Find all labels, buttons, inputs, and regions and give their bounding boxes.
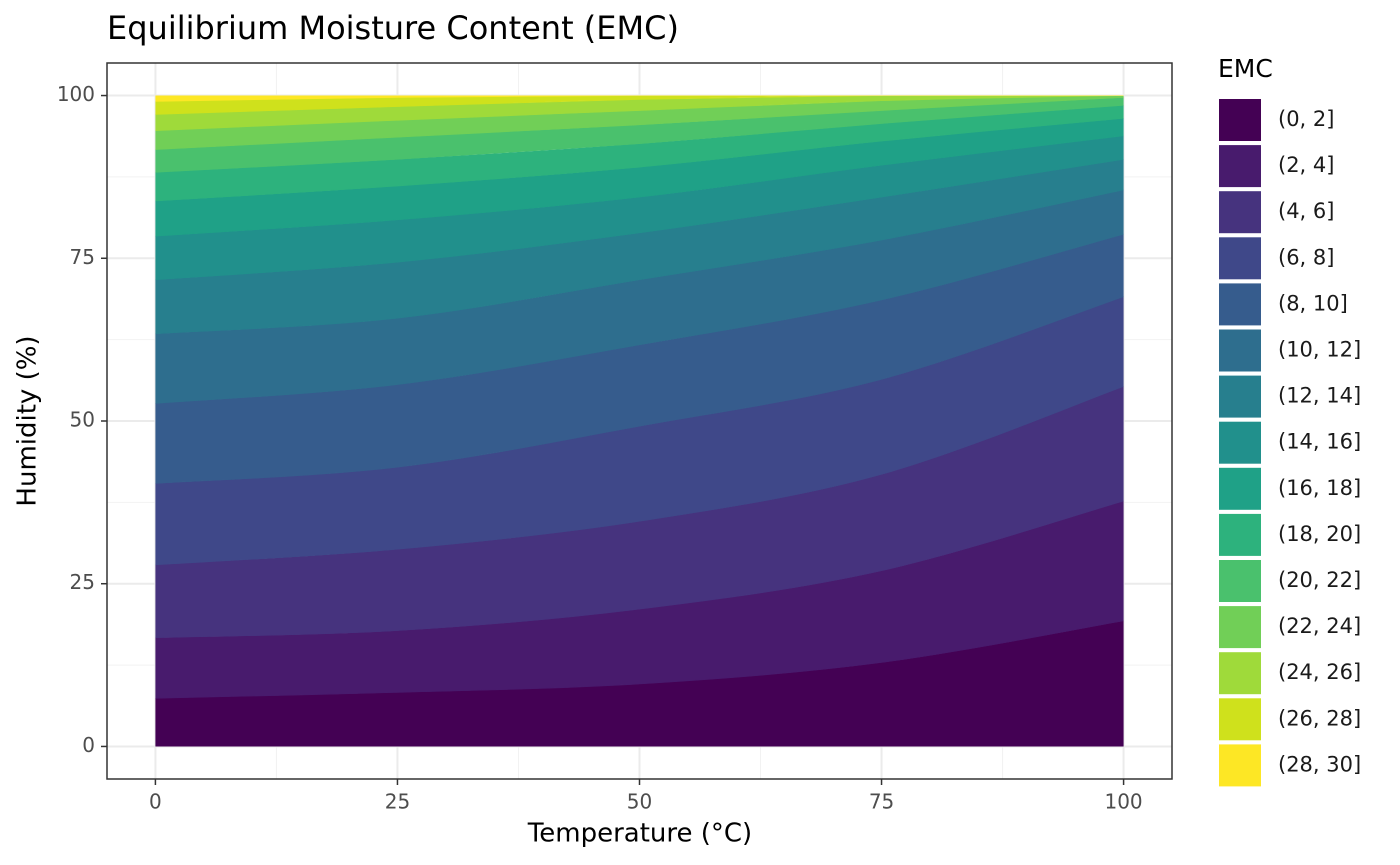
x-tick-label: 25: [385, 790, 410, 814]
y-tick-label: 25: [70, 570, 95, 594]
x-tick-label: 0: [149, 790, 162, 814]
y-tick-label: 100: [57, 82, 95, 106]
x-tick-label: 50: [627, 790, 652, 814]
legend-key: [1219, 606, 1261, 649]
panel-border: [106, 62, 1173, 780]
y-tick-label: 50: [70, 408, 95, 432]
legend-key: [1219, 283, 1261, 326]
legend-label: (16, 18]: [1278, 476, 1361, 500]
legend-key: [1219, 698, 1261, 741]
chart-title: Equilibrium Moisture Content (EMC): [107, 9, 679, 47]
legend-label: (2, 4]: [1278, 153, 1334, 177]
legend-label: (0, 2]: [1278, 107, 1334, 131]
legend-label: (22, 24]: [1278, 614, 1361, 638]
legend-title: EMC: [1218, 54, 1273, 83]
legend-key: [1219, 513, 1261, 556]
legend-label: (4, 6]: [1278, 199, 1334, 223]
legend-key: [1219, 467, 1261, 510]
legend-label: (26, 28]: [1278, 706, 1361, 730]
legend-key: [1219, 652, 1261, 695]
y-axis-title: Humidity (%): [13, 335, 43, 506]
x-axis-title: Temperature (°C): [527, 819, 752, 849]
legend-key: [1219, 237, 1261, 280]
legend-key: [1219, 744, 1261, 787]
x-tick-label: 100: [1104, 790, 1142, 814]
legend-key: [1219, 99, 1261, 141]
legend-key: [1219, 145, 1261, 188]
x-tick-label: 75: [869, 790, 894, 814]
legend-label: (8, 10]: [1278, 291, 1348, 315]
legend-label: (20, 22]: [1278, 568, 1361, 592]
legend-label: (18, 20]: [1278, 522, 1361, 546]
legend-label: (6, 8]: [1278, 245, 1334, 269]
legend-key: [1219, 421, 1261, 464]
y-tick-label: 0: [82, 733, 95, 757]
legend-key: [1219, 375, 1261, 418]
legend-label: (28, 30]: [1278, 752, 1361, 776]
legend-label: (24, 26]: [1278, 660, 1361, 684]
legend-label: (10, 12]: [1278, 338, 1361, 362]
legend-key: [1219, 560, 1261, 602]
legend-key: [1219, 329, 1261, 372]
y-tick-label: 75: [70, 245, 95, 269]
legend-key: [1219, 191, 1261, 234]
legend-label: (12, 14]: [1278, 384, 1361, 408]
contour-band: [155, 95, 1124, 102]
legend-label: (14, 16]: [1278, 430, 1361, 454]
